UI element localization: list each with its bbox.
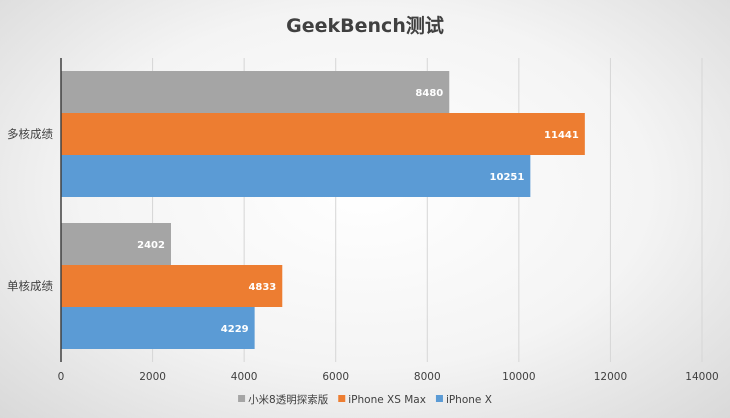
legend-swatch-1 — [338, 395, 346, 402]
x-tick-label-2: 4000 — [231, 371, 258, 383]
bar-label-0-2: 10251 — [490, 172, 525, 183]
legend-swatch-0 — [238, 395, 246, 402]
category-label-0: 多核成绩 — [7, 127, 53, 141]
x-tick-label-5: 10000 — [502, 371, 535, 383]
bar-label-0-0: 8480 — [415, 88, 443, 99]
x-axis-ticks: 0 2000 4000 6000 8000 10000 12000 14000 — [58, 371, 719, 383]
bar-0-1 — [61, 113, 585, 155]
bar-1-2 — [61, 307, 255, 349]
bar-0-2 — [61, 155, 531, 197]
bar-0-0 — [61, 71, 450, 113]
x-tick-label-1: 2000 — [139, 371, 166, 383]
x-tick-label-6: 12000 — [594, 371, 627, 383]
bar-label-1-0: 2402 — [137, 240, 165, 251]
legend-item-2: iPhone X — [435, 394, 492, 406]
x-tick-label-4: 8000 — [414, 371, 441, 383]
bar-label-1-2: 4229 — [221, 324, 249, 335]
legend-label-2: iPhone X — [446, 394, 492, 406]
bar-1-1 — [61, 265, 283, 307]
legend-item-1: iPhone XS Max — [338, 394, 426, 406]
x-tick-label-7: 14000 — [685, 371, 718, 383]
legend-label-0: 小米8透明探索版 — [248, 393, 329, 406]
x-tick-label-3: 6000 — [322, 371, 349, 383]
chart-title: GeekBench测试 — [286, 15, 444, 37]
legend-label-1: iPhone XS Max — [348, 394, 426, 406]
legend: 小米8透明探索版 iPhone XS Max iPhone X — [238, 393, 492, 406]
bars: 8480 11441 10251 2402 4833 4229 — [61, 71, 585, 349]
bar-label-0-1: 11441 — [544, 130, 579, 141]
bar-label-1-1: 4833 — [248, 282, 276, 293]
legend-item-0: 小米8透明探索版 — [238, 393, 329, 406]
category-label-1: 单核成绩 — [7, 279, 53, 293]
legend-swatch-2 — [435, 395, 443, 402]
bar-1-0 — [61, 223, 171, 265]
x-tick-label-0: 0 — [58, 371, 65, 383]
